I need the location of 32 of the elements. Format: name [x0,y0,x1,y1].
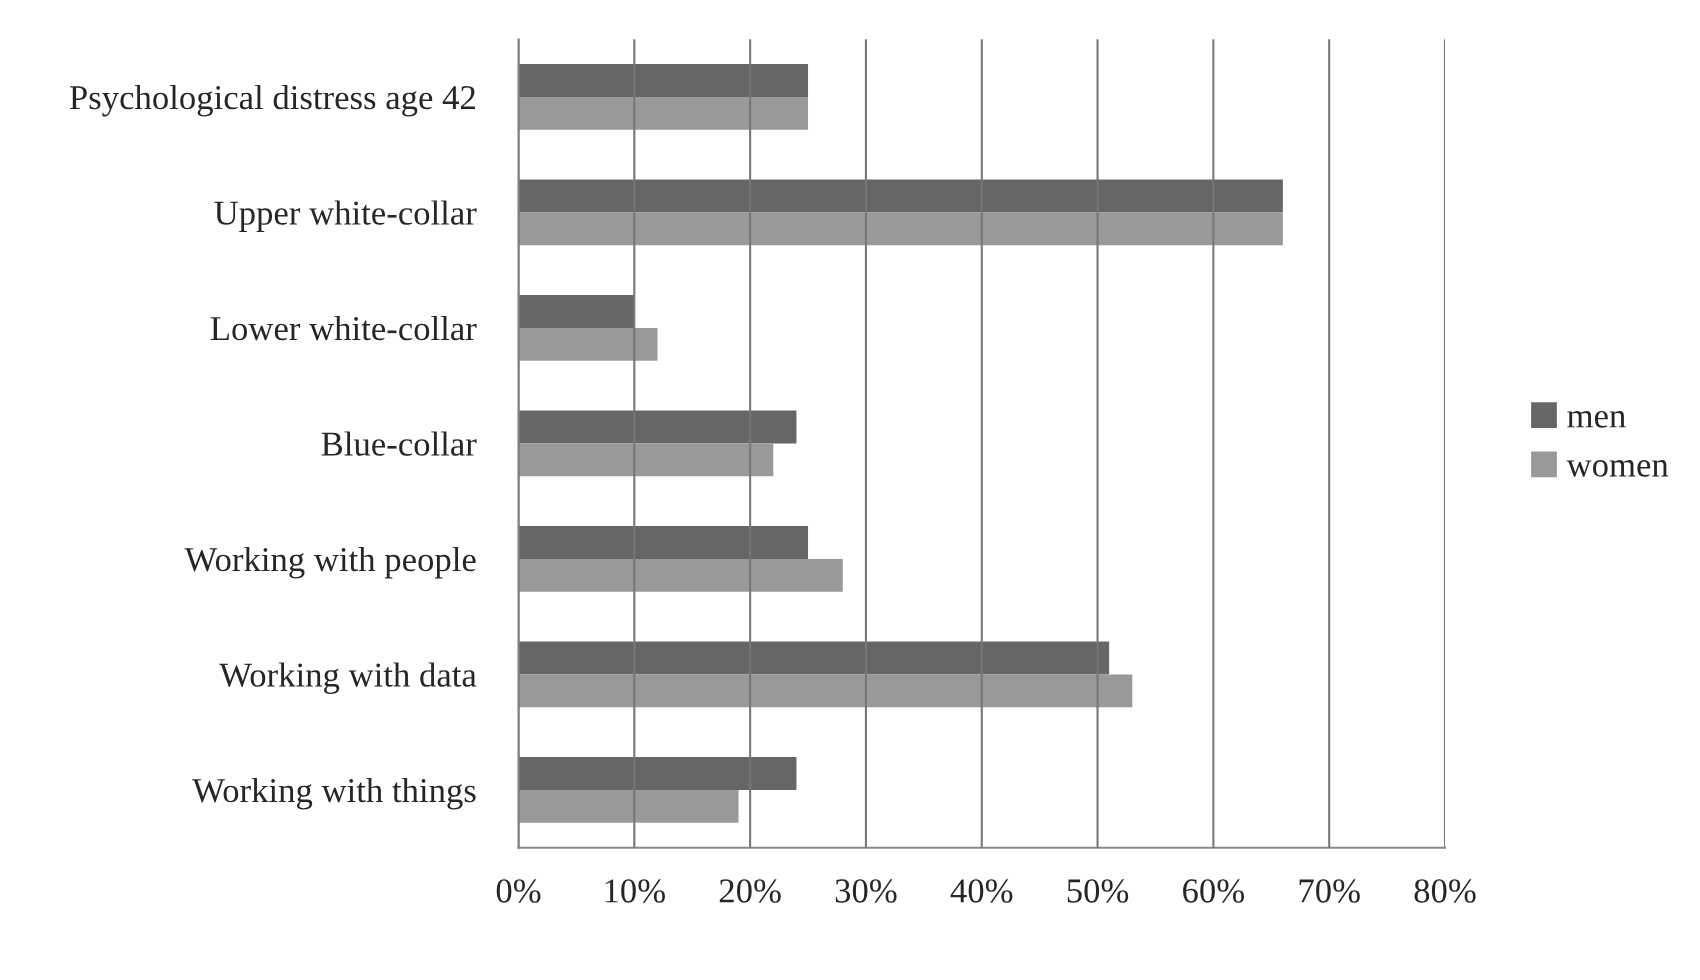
y-tick-label: Psychological distress age 42 [69,84,475,117]
bar [518,757,797,790]
bar [518,64,809,97]
legend-label: men [1567,411,1626,428]
y-tick-label: Working with things [192,777,476,810]
bar [518,558,843,592]
bar [518,179,1283,213]
bar [518,327,658,361]
bar [518,789,739,823]
bar [518,410,797,444]
x-tick-label: 40% [950,879,1013,903]
x-tick-label: 10% [605,879,665,903]
bar [518,641,1110,675]
x-tick-label: 20% [719,879,781,903]
bar [518,295,635,328]
x-tick-label: 0% [496,879,541,903]
y-tick-label: Working with data [219,662,477,694]
x-tick-label: 60% [1183,879,1245,903]
bar [518,96,809,130]
y-tick-label: Upper white-collar [214,200,477,232]
x-tick-label: 80% [1414,879,1476,903]
y-tick-label: Blue-collar [321,431,477,456]
bar [518,674,1133,708]
bar [518,212,1283,246]
x-tick-label: 30% [835,879,897,903]
y-tick-label: Working with people [184,546,476,579]
bar [518,526,809,559]
bar [518,443,774,477]
y-tick-label: Lower white-collar [210,315,477,341]
legend-label: women [1566,460,1669,477]
x-tick-label: 70% [1299,879,1360,903]
x-tick-label: 50% [1067,879,1129,903]
